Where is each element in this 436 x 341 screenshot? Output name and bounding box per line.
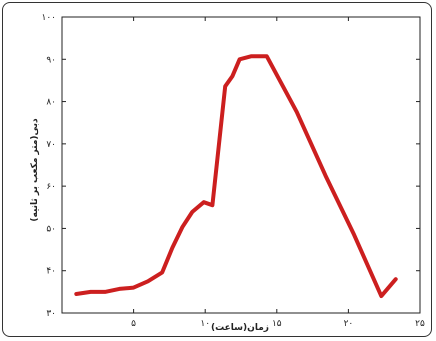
x-tick-label: ۲۰ bbox=[344, 319, 354, 329]
y-axis: ۳۰ ۴۰ ۵۰ ۶۰ ۷۰ ۸۰ ۹۰ ۱۰۰ bbox=[41, 13, 420, 319]
y-tick-label: ۵۰ bbox=[46, 224, 56, 234]
x-tick-label: ۵ bbox=[131, 319, 136, 329]
x-axis: ۵ ۱۰ ۱۵ ۲۰ ۲۵ bbox=[131, 17, 425, 329]
y-tick-label: ۷۰ bbox=[46, 140, 56, 150]
x-tick-label: ۱۰ bbox=[200, 319, 210, 329]
series-line bbox=[74, 54, 398, 299]
x-axis-title: زمان(ساعت) bbox=[211, 323, 269, 333]
y-tick-label: ۳۰ bbox=[46, 309, 56, 319]
y-tick-label: ۴۰ bbox=[46, 267, 56, 277]
plot-area bbox=[61, 16, 421, 314]
y-tick-label: ۹۰ bbox=[46, 55, 56, 65]
y-axis-title: دبی(متر مکعب بر ثانیه) bbox=[30, 118, 40, 222]
x-tick-label: ۱۵ bbox=[272, 319, 282, 329]
x-tick-label: ۲۵ bbox=[415, 319, 425, 329]
y-tick-label: ۱۰۰ bbox=[41, 13, 56, 23]
y-tick-label: ۶۰ bbox=[46, 182, 56, 192]
y-tick-label: ۸۰ bbox=[46, 98, 56, 108]
